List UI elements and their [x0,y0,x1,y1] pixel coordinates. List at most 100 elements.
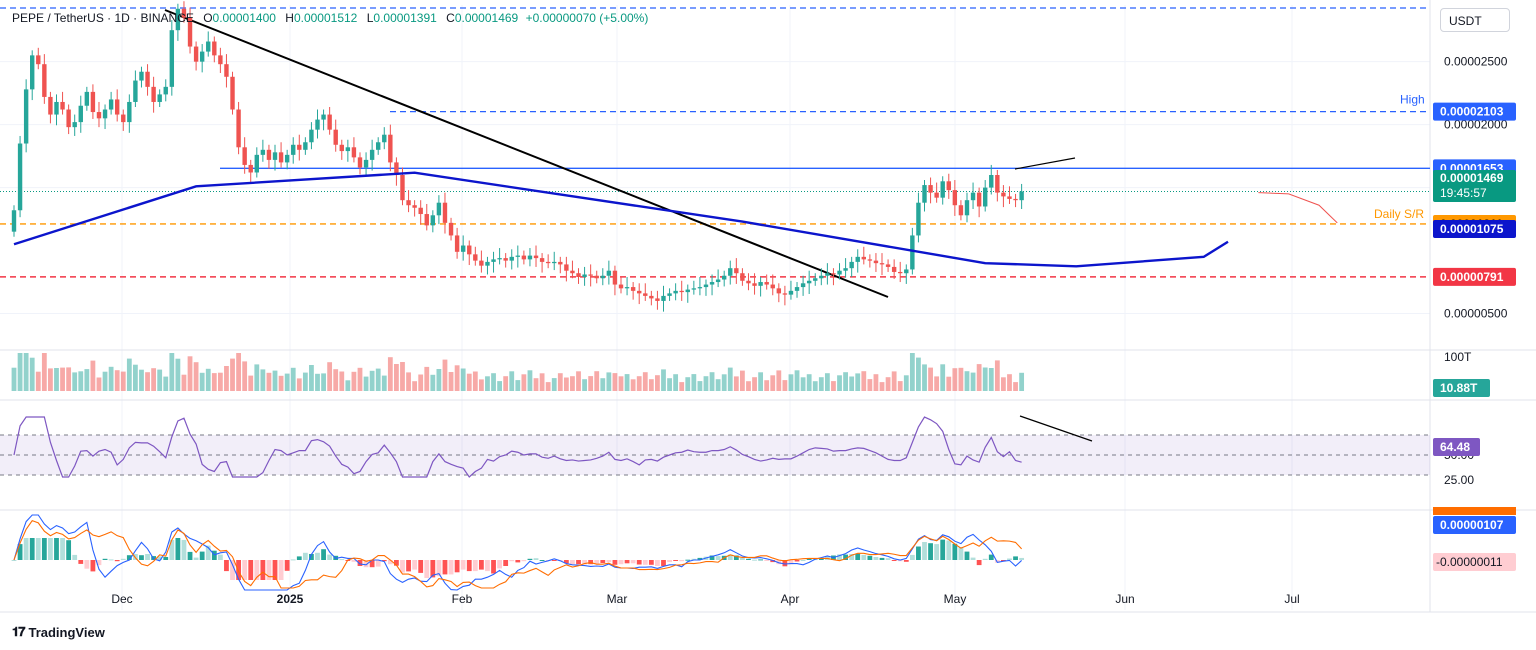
macd-histogram-bar [485,560,490,572]
macd-histogram-bar [224,560,229,572]
macd-histogram-bar [23,538,29,560]
volume-bar [351,371,357,391]
candle-body [637,290,642,294]
current-price-bg [1433,170,1516,202]
macd-histogram-bar [242,560,248,580]
candle-body [509,256,514,261]
candle-body [612,270,618,285]
candle-body [236,109,241,148]
candle-body [989,175,994,188]
candle-body [1007,196,1012,199]
macd-hist-value-label: -0.00000011 [1436,555,1503,569]
macd-histogram-bar [952,543,958,560]
macd-histogram-bar [867,555,873,560]
high-value: 0.00001512 [293,11,358,25]
candle-body [545,261,551,264]
close-value: 0.00001469 [454,11,519,25]
volume-value-bg [1433,379,1490,397]
candle-body [60,101,65,110]
chart-header: PEPE / TetherUS · 1D · BINANCE O0.000014… [12,11,648,25]
close-label: C [446,11,455,25]
candle-body [600,275,605,279]
volume-bar [733,376,739,391]
volume-bar [782,380,788,391]
volume-bar [175,358,181,391]
volume-bar [108,366,114,391]
macd-histogram-bar [29,538,35,560]
volume-bar [539,373,545,391]
volume-bar [169,353,175,391]
candle-body [552,261,557,264]
volume-bar [661,369,666,391]
candle-body [254,154,259,173]
volume-bar [891,371,897,391]
volume-bar [758,372,764,391]
volume-bar [909,353,915,391]
macd-histogram-bar [230,560,235,580]
candle-body [54,101,59,115]
candle-body [661,295,666,301]
macd-histogram-bar [424,560,430,578]
macd-histogram-bar [922,542,927,560]
macd-histogram-bar [551,560,557,561]
volume-bar [181,374,187,391]
volume-bar [35,371,41,391]
macd-histogram-bar [618,560,624,565]
macd-histogram-bar [430,560,436,578]
signal-line [13,519,1023,589]
volume-bar [345,380,351,391]
candle-body [23,89,29,144]
macd-histogram-bar [800,560,806,561]
candle-body [910,235,915,270]
tradingview-brand: 𝟏𝟕 TradingView [12,624,105,640]
candle-body [242,147,247,165]
candle-body [788,290,794,295]
volume-bar [418,374,424,391]
volume-bar [855,373,861,391]
volume-bar [120,371,126,391]
current-price-label: 0.00001469 [1440,171,1504,185]
candle-body [922,185,927,203]
volume-bar [133,364,138,391]
macd-histogram-bar [594,560,600,564]
volume-bar [126,358,132,391]
macd-histogram-bar [412,560,418,570]
candle-body [284,154,290,163]
volume-bar [624,374,630,391]
candle-body [96,112,102,119]
price-tick-label: 0.00002000 [1444,118,1508,132]
candle-body [339,144,344,152]
volume-bar [570,376,575,391]
volume-bar [187,356,193,391]
ma-value-label-bg [1433,220,1516,238]
volume-bar [873,374,879,391]
macd-histogram-bar [96,560,102,566]
macd-histogram-bar [497,560,502,569]
volume-bar [430,374,436,391]
candle-body [278,152,284,163]
macd-histogram-bar [126,555,132,560]
volume-bar [145,372,150,391]
volume-bar [600,378,606,391]
currency-unit-button[interactable]: USDT [1440,8,1510,32]
macd-histogram-bar [855,553,861,560]
candle-body [78,105,83,123]
candle-body [533,255,539,259]
volume-bar [770,375,776,391]
volume-bar [84,369,90,391]
macd-histogram-bar [339,559,345,561]
volume-bar [272,370,278,391]
candle-body [473,254,478,261]
high-label: High [1400,93,1425,107]
volume-bar [205,368,211,391]
candle-body [964,200,970,216]
macd-histogram-bar [66,540,72,560]
candle-body [667,293,672,296]
candle-body [879,263,885,265]
macd-histogram-bar [145,554,150,560]
x-tick-label: May [944,592,967,606]
macd-histogram-bar [636,560,642,565]
candle-body [861,256,866,260]
candle-body [940,181,945,198]
